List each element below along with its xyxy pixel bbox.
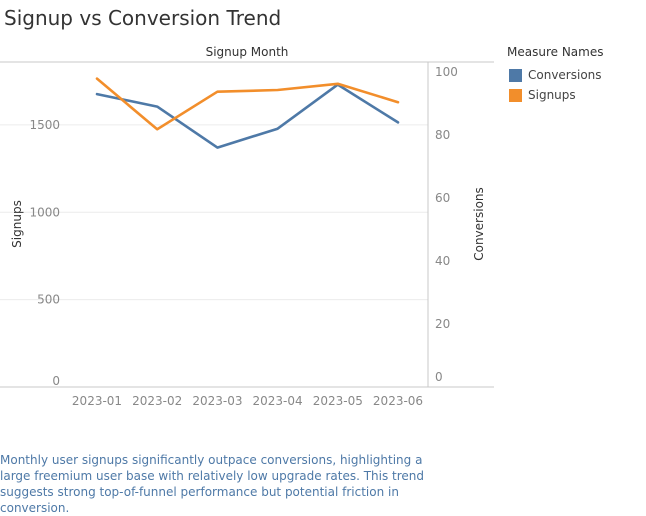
- x-tick-label: 2023-04: [253, 394, 303, 408]
- axes: [0, 61, 494, 388]
- series-line-conversions[interactable]: [95, 83, 400, 149]
- x-tick-label: 2023-05: [313, 394, 363, 408]
- legend-label: Signups: [528, 88, 576, 102]
- conversions-swatch: [509, 68, 522, 82]
- legend-item-conversions[interactable]: Conversions: [507, 65, 603, 85]
- signups-swatch: [509, 88, 522, 102]
- series-line-signups[interactable]: [95, 77, 400, 131]
- y-right-tick-label: 60: [435, 191, 450, 205]
- x-tick-label: 2023-01: [72, 394, 122, 408]
- y-left-tick-label: 1500: [29, 118, 60, 132]
- legend: Measure Names Conversions Signups: [507, 45, 603, 105]
- legend-item-signups[interactable]: Signups: [507, 85, 603, 105]
- y-right-tick-label: 80: [435, 128, 450, 142]
- y-right-tick-label: 100: [435, 65, 458, 79]
- caption: Monthly user signups significantly outpa…: [0, 453, 425, 515]
- x-axis-title: Signup Month: [206, 45, 289, 59]
- y-right-tick-label: 0: [435, 370, 443, 384]
- x-ticks: 2023-01 2023-02 2023-03 2023-04 2023-05 2023-…: [72, 394, 423, 408]
- legend-title: Measure Names: [507, 45, 604, 59]
- gridlines: [0, 124, 428, 301]
- y-left-ticks: 0 500 1000 1500: [29, 118, 60, 388]
- x-tick-label: 2023-02: [132, 394, 182, 408]
- y-right-tick-label: 20: [435, 317, 450, 331]
- x-tick-label: 2023-03: [192, 394, 242, 408]
- y-right-tick-label: 40: [435, 254, 450, 268]
- y-right-axis-title: Conversions: [472, 187, 486, 261]
- x-tick-label: 2023-06: [373, 394, 423, 408]
- y-right-ticks: 0 20 40 60 80 100: [435, 65, 458, 384]
- y-left-tick-label: 1000: [29, 205, 60, 219]
- chart-title: Signup vs Conversion Trend: [4, 6, 282, 30]
- series-lines: [95, 77, 400, 149]
- legend-label: Conversions: [528, 68, 602, 82]
- y-left-axis-title: Signups: [10, 200, 24, 248]
- y-left-tick-label: 500: [37, 293, 60, 307]
- line-chart: Signup Month Signups Conversions 0 500 100…: [0, 45, 494, 408]
- y-left-tick-label: 0: [52, 374, 60, 388]
